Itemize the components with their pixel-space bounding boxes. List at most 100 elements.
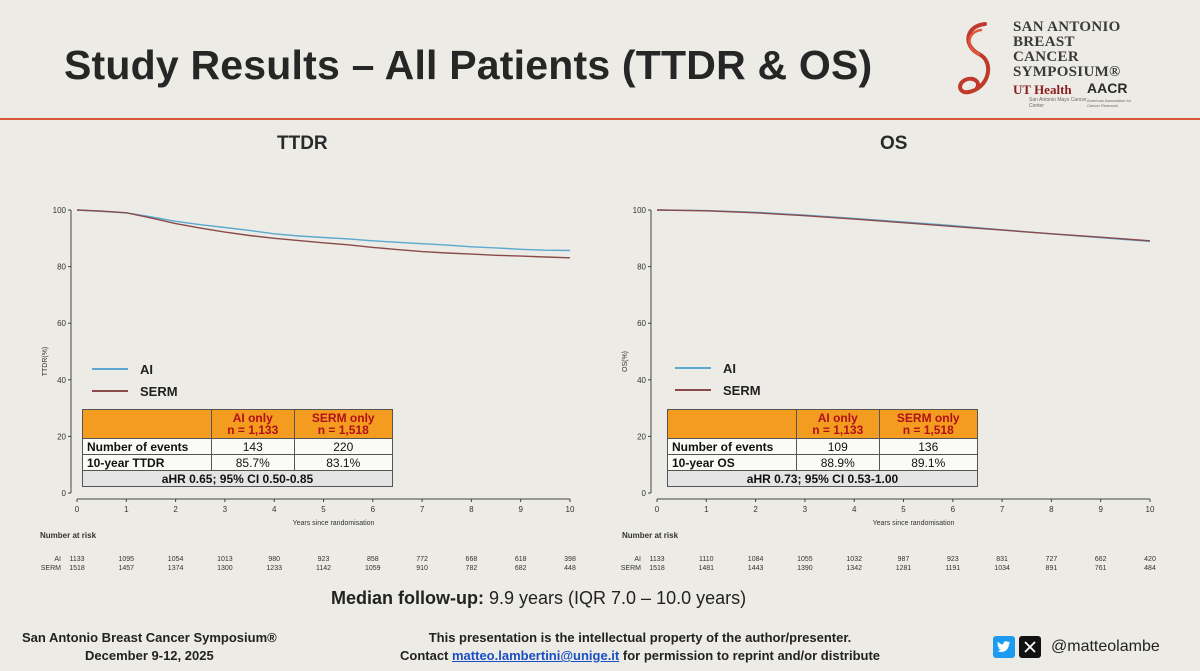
risk-value-serm: 1281 — [896, 565, 912, 572]
y-tick-label: 80 — [57, 263, 66, 272]
risk-value-ai: 980 — [268, 556, 280, 563]
y-tick-label: 60 — [57, 319, 66, 328]
os-risk-title: Number at risk — [622, 531, 679, 540]
risk-value-ai: 668 — [466, 556, 478, 563]
ttdr-stats-table: AI only n = 1,133 SERM only n = 1,518 Numb… — [82, 409, 393, 487]
x-tick-label: 9 — [518, 505, 523, 514]
os-chart-title: OS — [880, 133, 908, 154]
risk-value-ai: 987 — [898, 556, 910, 563]
x-tick-label: 0 — [655, 505, 660, 514]
aacr-logo: AACR — [1087, 80, 1128, 96]
risk-value-serm: 484 — [1144, 565, 1156, 572]
y-tick-label: 20 — [57, 432, 66, 441]
table-row: 10-year TTDR 85.7% 83.1% — [82, 454, 393, 471]
risk-value-serm: 891 — [1046, 565, 1058, 572]
ttdr-risk-title: Number at risk — [40, 531, 97, 540]
median-value: 9.9 years (IQR 7.0 – 10.0 years) — [489, 588, 747, 608]
legend-label-serm: SERM — [140, 383, 178, 399]
risk-value-ai: 1133 — [649, 556, 664, 563]
header-serm: SERM only n = 1,518 — [293, 409, 393, 439]
rate-serm: 83.1% — [293, 454, 393, 471]
risk-row-label-serm: SERM — [41, 565, 61, 572]
risk-value-ai: 420 — [1144, 556, 1156, 563]
risk-value-ai: 618 — [515, 556, 527, 563]
x-axis-label: Years since randomisation — [293, 520, 375, 527]
risk-value-ai: 923 — [318, 556, 330, 563]
contact-email-link[interactable]: matteo.lambertini@unige.it — [452, 648, 620, 663]
x-tick-label: 10 — [566, 505, 575, 514]
os-km-chart: 0 20 40 60 80 100 OS(%) 0 1 2 3 4 5 6 7 8 9 10 Years since… — [621, 206, 1156, 572]
header-ai: AI only n = 1,133 — [796, 409, 880, 439]
rate-ai: 88.9% — [796, 454, 880, 471]
x-tick-label: 6 — [371, 505, 376, 514]
x-tick-label: 2 — [173, 505, 178, 514]
risk-value-ai: 662 — [1095, 556, 1107, 563]
events-serm: 136 — [878, 438, 978, 455]
x-tick-label: 9 — [1098, 505, 1103, 514]
contact-line: Contact matteo.lambertini@unige.it for p… — [330, 647, 950, 665]
risk-value-ai: 1133 — [69, 556, 84, 563]
legend-swatch-ai — [92, 368, 128, 370]
x-tick-label: 1 — [124, 505, 129, 514]
table-row: Number of events 143 220 — [82, 438, 393, 455]
legend-label-serm: SERM — [723, 382, 761, 398]
ut-health-logo: UT Health — [1013, 82, 1072, 97]
x-tick-label: 4 — [852, 505, 857, 514]
risk-value-serm: 1142 — [316, 565, 331, 572]
risk-value-ai: 923 — [947, 556, 959, 563]
risk-value-serm: 1233 — [266, 565, 282, 572]
y-axis-label: OS(%) — [622, 351, 629, 372]
series-line-ai — [76, 209, 571, 252]
risk-value-serm: 1518 — [649, 565, 665, 572]
x-axis-label: Years since randomisation — [873, 520, 955, 527]
x-tick-label: 2 — [753, 505, 758, 514]
risk-value-serm: 448 — [564, 565, 576, 572]
series-line-serm — [76, 209, 571, 259]
risk-value-ai: 727 — [1046, 556, 1058, 563]
sabcs-line-3: SYMPOSIUM® — [1013, 64, 1121, 80]
risk-value-serm: 782 — [466, 565, 478, 572]
risk-value-ai: 772 — [416, 556, 428, 563]
table-row: aHR 0.73; 95% CI 0.53-1.00 — [667, 470, 978, 487]
x-tick-label: 6 — [951, 505, 956, 514]
x-tick-label: 5 — [901, 505, 906, 514]
copyright-footer: This presentation is the intellectual pr… — [330, 629, 950, 665]
risk-value-ai: 1054 — [168, 556, 184, 563]
x-tick-label: 7 — [420, 505, 425, 514]
y-axis-label: TTDR(%) — [42, 347, 49, 377]
legend-swatch-serm — [92, 390, 128, 392]
table-corner — [82, 409, 212, 439]
x-tick-label: 0 — [75, 505, 80, 514]
y-tick-label: 0 — [642, 489, 647, 498]
sabcs-logo: SAN ANTONIO BREAST CANCER SYMPOSIUM® UT … — [955, 12, 1131, 112]
series-line-ai — [656, 209, 1151, 243]
x-logo-icon — [1019, 636, 1041, 658]
table-corner — [667, 409, 797, 439]
legend-item-serm: SERM — [675, 379, 761, 401]
header-serm: SERM only n = 1,518 — [878, 409, 978, 439]
ahr-value: aHR 0.73; 95% CI 0.53-1.00 — [667, 470, 978, 487]
legend-item-serm: SERM — [92, 380, 178, 402]
legend-swatch-serm — [675, 389, 711, 391]
sabcs-line-1: SAN ANTONIO — [1013, 19, 1121, 35]
x-tick-label: 10 — [1146, 505, 1155, 514]
risk-value-serm: 1457 — [119, 565, 135, 572]
row-label-events: Number of events — [82, 438, 212, 455]
risk-value-ai: 398 — [564, 556, 576, 563]
y-tick-label: 40 — [57, 376, 66, 385]
ahr-value: aHR 0.65; 95% CI 0.50-0.85 — [82, 470, 393, 487]
legend-swatch-ai — [675, 367, 711, 369]
events-serm: 220 — [293, 438, 393, 455]
risk-value-ai: 1084 — [748, 556, 764, 563]
sabcs-line-2: BREAST CANCER — [1013, 34, 1079, 65]
title-divider — [0, 118, 1200, 120]
sabcs-ribbon-icon — [958, 22, 990, 95]
risk-value-serm: 1059 — [365, 565, 381, 572]
risk-value-serm: 1342 — [846, 565, 862, 572]
contact-suffix: for permission to reprint and/or distrib… — [622, 648, 881, 663]
table-row: aHR 0.65; 95% CI 0.50-0.85 — [82, 470, 393, 487]
risk-value-serm: 1191 — [945, 565, 960, 572]
x-tick-label: 8 — [469, 505, 474, 514]
twitter-handle[interactable]: @matteolambe — [1051, 638, 1160, 655]
